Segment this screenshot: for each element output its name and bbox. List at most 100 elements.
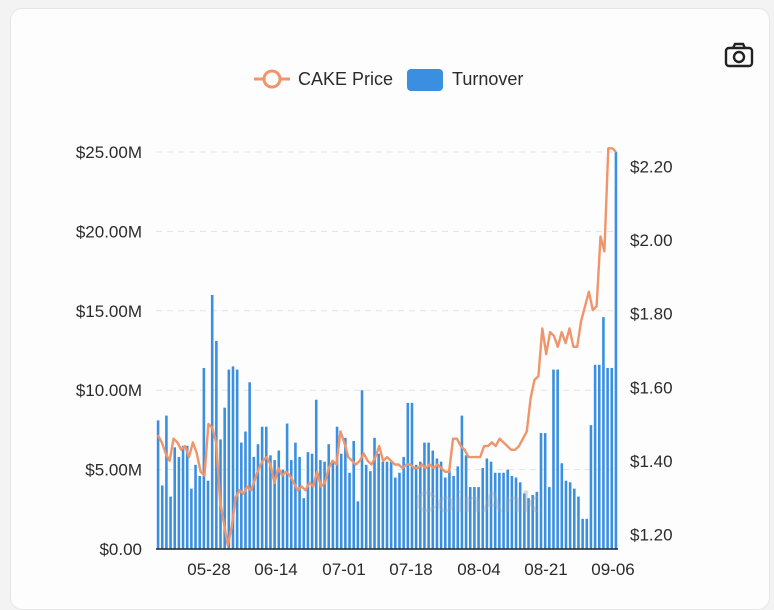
turnover-bar [481,468,485,549]
turnover-bar [360,390,364,549]
turnover-bar [289,460,293,549]
turnover-bar [348,472,351,549]
turnover-bar [310,453,314,549]
turnover-bar [385,461,389,549]
turnover-bar [460,415,464,549]
turnover-bar [527,498,530,549]
turnover-bar [373,437,376,549]
turnover-bar [597,364,601,549]
turnover-bar [402,456,405,549]
turnover-bar [202,367,206,549]
turnover-bar [181,445,185,549]
left-axis-tick: $5.00M [85,461,142,480]
turnover-bar [327,444,331,549]
turnover-bar [564,480,568,549]
turnover-bar [456,466,460,549]
turnover-bar [548,487,551,549]
turnover-bar [331,461,335,549]
turnover-bar [344,437,347,549]
turnover-bar [602,317,605,549]
turnover-bar [165,415,168,549]
turnover-bar [419,461,422,549]
turnover-bar [510,475,514,549]
turnover-bar [585,518,589,549]
turnover-bar [473,487,476,549]
turnover-bar [223,407,226,549]
turnover-bar [452,475,455,549]
turnover-bar [523,493,526,549]
turnover-bar [356,501,360,549]
turnover-bar [493,472,497,549]
turnover-bar [194,464,197,549]
right-axis-tick: $1.60 [630,378,673,397]
left-axis-tick: $25.00M [76,143,142,162]
turnover-bar [464,455,468,549]
turnover-bar [394,477,397,549]
left-axis-tick: $10.00M [76,381,142,400]
turnover-bar [173,447,177,549]
turnover-bar [231,366,235,549]
turnover-bar [614,152,618,549]
turnover-bar [439,461,443,549]
turnover-bar [198,475,201,549]
turnover-bar [323,461,326,549]
turnover-bar [352,441,355,549]
turnover-bar [335,426,339,549]
turnover-bar [364,464,368,549]
right-axis-tick: $2.00 [630,231,673,250]
legend[interactable]: CAKE Price Turnover [254,69,523,91]
turnover-bar [498,472,501,549]
price-line [156,147,617,547]
turnover-bar [485,458,489,549]
turnover-bar [252,456,256,549]
turnover-bar [265,426,268,549]
price-series-line [156,147,617,547]
turnover-bar [269,455,272,549]
watermark-text: CoinAnk [415,486,539,519]
turnover-bar [543,433,547,549]
turnover-bar [273,460,276,549]
legend-price-label: CAKE Price [298,69,393,89]
turnover-bar [398,472,401,549]
axes: $0.00 $5.00M $10.00M $15.00M $20.00M $25.00M $… [76,143,673,579]
camera-icon[interactable] [723,41,755,69]
turnover-bars [156,152,618,549]
x-axis-tick: 07-01 [322,560,365,579]
x-axis-tick: 09-06 [591,560,634,579]
turnover-bar [423,442,426,549]
turnover-bar [277,450,281,549]
left-axis-tick: $20.00M [76,222,142,241]
turnover-bar [448,469,451,549]
turnover-bar [610,367,614,549]
turnover-bar [285,423,289,549]
right-axis-tick: $2.20 [630,158,673,177]
turnover-bar [606,367,609,549]
legend-item-turnover[interactable]: Turnover [407,69,523,91]
turnover-bar [206,480,210,549]
turnover-bar [227,369,231,549]
turnover-bar [248,382,251,549]
turnover-bar [502,472,505,549]
turnover-bar [406,402,410,549]
left-axis-tick: $15.00M [76,302,142,321]
turnover-bar [514,477,518,549]
x-axis-tick: 07-18 [389,560,432,579]
right-axis-tick: $1.40 [630,452,673,471]
legend-turnover-swatch [407,69,443,91]
turnover-bar [531,495,534,549]
turnover-bar [377,453,380,549]
turnover-bar [477,487,480,549]
turnover-bar [281,469,285,549]
turnover-bar [240,442,243,549]
turnover-bar [560,463,564,549]
legend-item-price[interactable]: CAKE Price [254,69,393,89]
turnover-bar [435,458,439,549]
turnover-bar [381,461,385,549]
turnover-bar [389,461,393,549]
turnover-bar [539,433,543,549]
turnover-bar [260,426,264,549]
turnover-bar [577,496,580,549]
turnover-bar [468,487,472,549]
x-axis-tick: 08-21 [524,560,567,579]
turnover-bar [185,445,189,549]
